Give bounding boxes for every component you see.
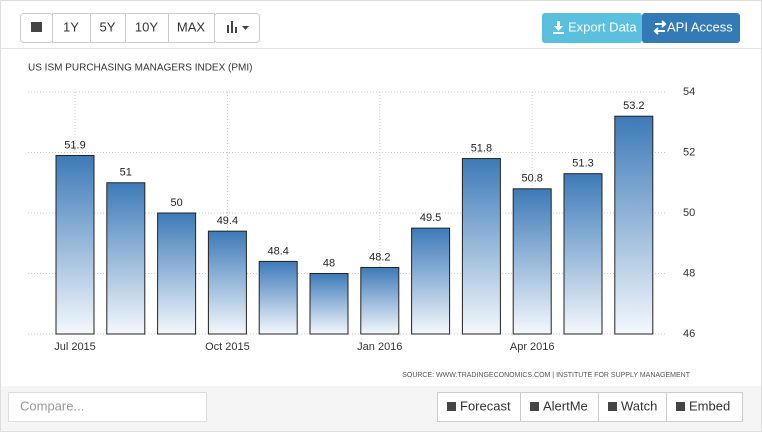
footer-label: AlertMe	[543, 398, 588, 413]
value-label: 49.4	[217, 215, 238, 227]
button[interactable]	[642, 13, 740, 43]
compare-placeholder: Compare...	[20, 398, 84, 413]
value-label: 50	[170, 197, 182, 209]
bar	[461, 158, 501, 335]
x-tick-label: Oct 2015	[205, 341, 250, 353]
chart-type-button[interactable]	[214, 13, 260, 43]
footer-icon	[447, 402, 456, 411]
bar	[55, 155, 95, 335]
bar	[157, 212, 197, 335]
x-tick-label: Apr 2016	[510, 341, 555, 353]
bar	[258, 260, 298, 335]
caret-icon	[242, 26, 249, 30]
footer-icon	[608, 402, 617, 411]
action-label: API Access	[667, 19, 733, 34]
value-label: 53.2	[623, 100, 644, 112]
bar	[207, 230, 247, 335]
y-tick-label: 54	[683, 86, 695, 98]
action-label: Export Data	[568, 19, 637, 34]
bar	[411, 227, 451, 335]
range-button[interactable]	[125, 13, 169, 43]
bar-icon	[227, 21, 237, 33]
calendar-button[interactable]	[20, 13, 53, 43]
range-button[interactable]	[90, 13, 126, 43]
value-label: 48.2	[369, 251, 390, 263]
range-label: 1Y	[63, 19, 79, 34]
bar	[360, 266, 400, 335]
range-label: 10Y	[135, 19, 158, 34]
bar	[563, 173, 603, 335]
value-label: 50.8	[521, 173, 542, 185]
footer-label: Forecast	[460, 398, 511, 413]
range-label: 5Y	[100, 19, 116, 34]
calendar-icon	[31, 22, 42, 32]
footer-icon	[676, 402, 685, 411]
chart-title: US ISM PURCHASING MANAGERS INDEX (PMI)	[28, 63, 252, 74]
y-tick-label: 52	[683, 146, 695, 158]
bar	[106, 182, 146, 335]
footer-label: Embed	[689, 398, 730, 413]
y-tick-label: 48	[683, 267, 695, 279]
export-button[interactable]	[542, 13, 642, 43]
y-tick-label: 46	[683, 328, 695, 340]
swap-icon	[653, 20, 667, 35]
compare-input[interactable]	[8, 392, 207, 422]
x-tick-label: Jan 2016	[357, 341, 402, 353]
value-label: 51.9	[64, 139, 85, 151]
bar	[614, 115, 654, 335]
source-note: SOURCE: WWW.TRADINGECONOMICS.COM | INSTI…	[402, 372, 691, 379]
range-button[interactable]	[52, 13, 91, 43]
api-button[interactable]	[642, 13, 740, 43]
value-label: 51	[120, 167, 132, 179]
value-label: 48	[323, 257, 335, 269]
download-icon	[553, 21, 564, 34]
y-tick-label: 50	[683, 207, 695, 219]
range-label: MAX	[177, 19, 206, 34]
value-label: 51.8	[471, 142, 492, 154]
bar	[309, 273, 349, 335]
footer-label: Watch	[621, 398, 657, 413]
x-tick-label: Jul 2015	[54, 341, 96, 353]
range-button[interactable]	[168, 13, 215, 43]
bar	[512, 188, 552, 335]
value-label: 48.4	[267, 245, 288, 257]
value-label: 51.3	[572, 158, 593, 170]
value-label: 49.5	[420, 212, 441, 224]
button[interactable]	[542, 13, 642, 43]
footer-icon	[530, 402, 539, 411]
